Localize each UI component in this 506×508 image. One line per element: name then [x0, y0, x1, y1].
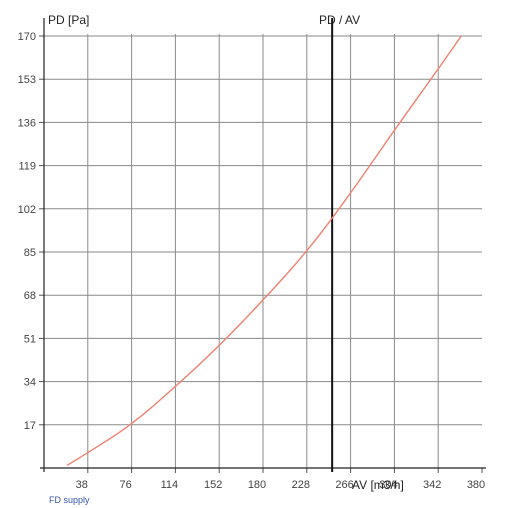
y-tick-label: 68 — [24, 290, 36, 302]
y-tick-label: 85 — [24, 247, 36, 259]
axes — [39, 18, 486, 473]
series-line — [66, 35, 462, 467]
x-tick-label: 180 — [248, 479, 266, 491]
x-tick-label: 38 — [76, 479, 88, 491]
chart-title: PD / AV — [319, 13, 360, 27]
y-tick-label: 102 — [18, 204, 36, 216]
y-tick-label: 34 — [24, 377, 36, 389]
legend-series-name: FD supply — [49, 495, 90, 505]
y-tick-label: 17 — [24, 420, 36, 432]
x-tick-label: 342 — [423, 479, 441, 491]
x-axis-title: AV [m3/h] — [352, 478, 404, 492]
y-axis-title: PD [Pa] — [48, 13, 89, 27]
grid — [44, 34, 482, 468]
y-tick-label: 170 — [18, 31, 36, 43]
x-tick-label: 76 — [119, 479, 131, 491]
series-layer — [66, 35, 462, 467]
x-tick-label: 228 — [292, 479, 310, 491]
y-tick-label: 119 — [18, 161, 36, 173]
y-tick-label: 136 — [18, 117, 36, 129]
y-tick-label: 153 — [18, 74, 36, 86]
x-tick-label: 114 — [161, 479, 179, 491]
x-tick-label: 152 — [204, 479, 222, 491]
y-tick-label: 51 — [24, 333, 36, 345]
x-tick-label: 266 — [335, 479, 353, 491]
x-tick-label: 304 — [379, 479, 397, 491]
tick-labels: 38 76 114 152 180 228 266 304 342 380 17 34 51 68 85 10… — [18, 31, 486, 491]
x-tick-label: 380 — [467, 479, 485, 491]
